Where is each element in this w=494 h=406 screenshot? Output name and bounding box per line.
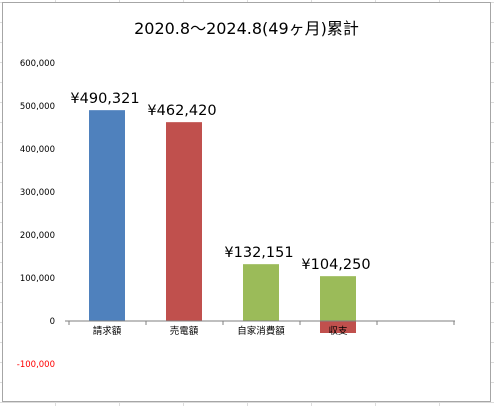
chart-title: 2020.8～2024.8(49ヶ月)累計	[134, 19, 359, 38]
y-tick-label: 200,000	[20, 231, 55, 241]
y-tick-label: 100,000	[20, 274, 55, 284]
category-label: 収支	[328, 325, 348, 337]
y-tick-label: 600,000	[20, 59, 55, 69]
data-label: ¥462,420	[147, 103, 216, 119]
y-tick-label: -100,000	[17, 360, 55, 370]
bar-収支[interactable]	[320, 276, 356, 321]
y-tick-label: 400,000	[20, 145, 55, 155]
data-label: ¥104,250	[301, 257, 370, 273]
y-tick-label: 0	[50, 317, 55, 327]
bar-自家消費額[interactable]	[243, 264, 279, 321]
bar-売電額[interactable]	[166, 122, 202, 322]
data-label: ¥490,321	[70, 91, 139, 107]
category-label: 売電額	[170, 325, 199, 337]
category-label: 請求額	[93, 325, 122, 337]
y-tick-label: 300,000	[20, 188, 55, 198]
chart-area[interactable]: 2020.8～2024.8(49ヶ月)累計 600,000 500,000 400,…	[2, 2, 491, 402]
data-label: ¥132,151	[224, 245, 293, 261]
category-label: 自家消費額	[237, 325, 285, 337]
bar-negative-収支[interactable]	[320, 321, 356, 333]
y-tick-label: 500,000	[20, 102, 55, 112]
chart-plot: 600,000 500,000 400,000 300,000 200,000 100,0…	[17, 59, 455, 370]
bar-請求額[interactable]	[89, 110, 125, 321]
